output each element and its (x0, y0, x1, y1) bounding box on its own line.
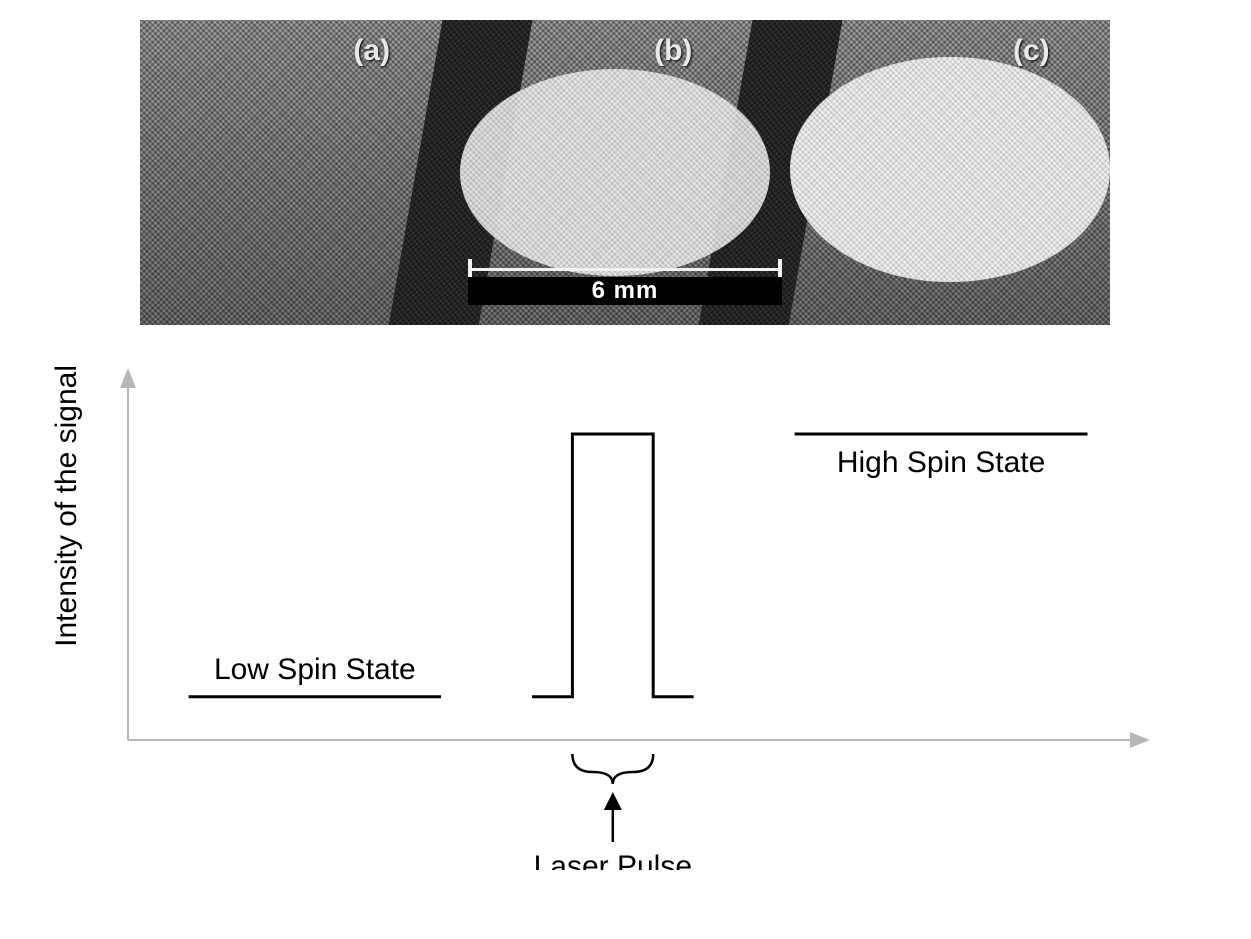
panel-label-c: (c) (1013, 34, 1050, 68)
signal-chart: Low Spin State High Spin State Laser Pul… (88, 360, 1168, 870)
scalebar-ticks (468, 259, 782, 277)
scalebar-tick-right (778, 259, 782, 277)
x-axis-arrow (1130, 732, 1150, 748)
low-spin-label: Low Spin State (214, 653, 416, 686)
y-axis-label: Intensity of the signal (50, 365, 84, 647)
panel-label-b: (b) (654, 34, 692, 68)
scalebar-hline (468, 268, 782, 271)
scalebar: 6 mm (468, 259, 782, 305)
y-axis-arrow (120, 368, 136, 388)
pulse-arrow-head (604, 792, 622, 810)
photo-panel: (a) (b) (c) 6 mm (140, 20, 1110, 325)
high-spin-label: High Spin State (837, 446, 1045, 479)
light-circle-c (790, 57, 1110, 283)
axes (120, 368, 1150, 748)
light-circle-b (460, 69, 770, 276)
signal-chart-svg: Low Spin State High Spin State Laser Pul… (88, 360, 1168, 870)
pulse-brace (572, 754, 653, 784)
figure-container: (a) (b) (c) 6 mm Intensity of the signal (0, 0, 1251, 939)
scalebar-band: 6 mm (468, 277, 782, 305)
scalebar-text: 6 mm (592, 277, 659, 305)
scalebar-tick-left (468, 259, 472, 277)
panel-label-a: (a) (353, 34, 390, 68)
pulse-path (532, 434, 694, 697)
laser-pulse-label: Laser Pulse (534, 850, 692, 870)
